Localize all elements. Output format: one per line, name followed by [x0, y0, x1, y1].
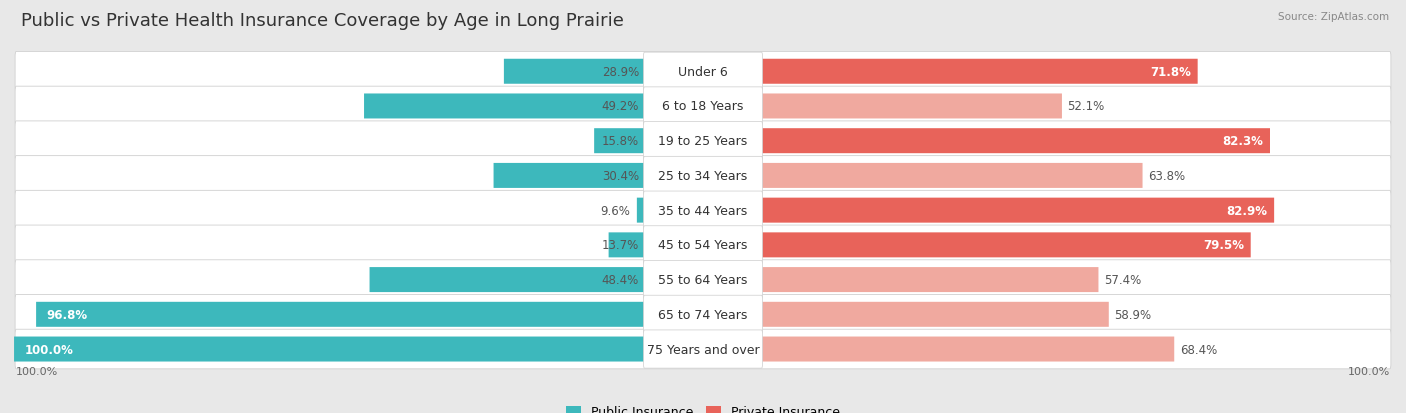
- Text: Under 6: Under 6: [678, 66, 728, 78]
- FancyBboxPatch shape: [703, 164, 1143, 188]
- FancyBboxPatch shape: [15, 295, 1391, 334]
- Text: 68.4%: 68.4%: [1180, 343, 1218, 356]
- FancyBboxPatch shape: [503, 59, 703, 85]
- FancyBboxPatch shape: [703, 233, 1251, 258]
- FancyBboxPatch shape: [703, 337, 1174, 362]
- Text: 82.3%: 82.3%: [1222, 135, 1263, 148]
- Text: 82.9%: 82.9%: [1226, 204, 1267, 217]
- FancyBboxPatch shape: [609, 233, 703, 258]
- FancyBboxPatch shape: [644, 122, 762, 160]
- Text: 96.8%: 96.8%: [46, 308, 87, 321]
- Text: 71.8%: 71.8%: [1150, 66, 1191, 78]
- FancyBboxPatch shape: [644, 295, 762, 334]
- Text: Source: ZipAtlas.com: Source: ZipAtlas.com: [1278, 12, 1389, 22]
- FancyBboxPatch shape: [494, 164, 703, 188]
- FancyBboxPatch shape: [15, 87, 1391, 126]
- Text: 100.0%: 100.0%: [1347, 366, 1391, 376]
- Text: 35 to 44 Years: 35 to 44 Years: [658, 204, 748, 217]
- Text: 49.2%: 49.2%: [602, 100, 638, 113]
- Text: Public vs Private Health Insurance Coverage by Age in Long Prairie: Public vs Private Health Insurance Cover…: [21, 12, 624, 30]
- FancyBboxPatch shape: [703, 59, 1198, 85]
- FancyBboxPatch shape: [644, 192, 762, 230]
- FancyBboxPatch shape: [644, 53, 762, 91]
- Text: 9.6%: 9.6%: [600, 204, 630, 217]
- FancyBboxPatch shape: [15, 225, 1391, 265]
- Text: 55 to 64 Years: 55 to 64 Years: [658, 273, 748, 286]
- FancyBboxPatch shape: [37, 302, 703, 327]
- Text: 25 to 34 Years: 25 to 34 Years: [658, 169, 748, 183]
- Text: 45 to 54 Years: 45 to 54 Years: [658, 239, 748, 252]
- Text: 57.4%: 57.4%: [1104, 273, 1142, 286]
- FancyBboxPatch shape: [15, 156, 1391, 196]
- Text: 19 to 25 Years: 19 to 25 Years: [658, 135, 748, 148]
- Text: 13.7%: 13.7%: [602, 239, 638, 252]
- FancyBboxPatch shape: [644, 330, 762, 368]
- FancyBboxPatch shape: [15, 52, 1391, 92]
- FancyBboxPatch shape: [595, 129, 703, 154]
- Text: 100.0%: 100.0%: [15, 366, 59, 376]
- FancyBboxPatch shape: [644, 226, 762, 264]
- FancyBboxPatch shape: [703, 302, 1109, 327]
- FancyBboxPatch shape: [703, 129, 1270, 154]
- FancyBboxPatch shape: [364, 94, 703, 119]
- Text: 6 to 18 Years: 6 to 18 Years: [662, 100, 744, 113]
- FancyBboxPatch shape: [637, 198, 703, 223]
- Text: 79.5%: 79.5%: [1202, 239, 1244, 252]
- Text: 30.4%: 30.4%: [602, 169, 638, 183]
- Text: 100.0%: 100.0%: [24, 343, 73, 356]
- Text: 28.9%: 28.9%: [602, 66, 638, 78]
- FancyBboxPatch shape: [703, 198, 1274, 223]
- Text: 75 Years and over: 75 Years and over: [647, 343, 759, 356]
- Text: 15.8%: 15.8%: [602, 135, 638, 148]
- FancyBboxPatch shape: [15, 260, 1391, 300]
- FancyBboxPatch shape: [15, 191, 1391, 230]
- FancyBboxPatch shape: [644, 88, 762, 126]
- Text: 65 to 74 Years: 65 to 74 Years: [658, 308, 748, 321]
- Text: 48.4%: 48.4%: [602, 273, 638, 286]
- Legend: Public Insurance, Private Insurance: Public Insurance, Private Insurance: [561, 401, 845, 413]
- FancyBboxPatch shape: [15, 330, 1391, 369]
- FancyBboxPatch shape: [14, 337, 703, 362]
- Text: 52.1%: 52.1%: [1067, 100, 1105, 113]
- FancyBboxPatch shape: [703, 268, 1098, 292]
- FancyBboxPatch shape: [644, 157, 762, 195]
- FancyBboxPatch shape: [370, 268, 703, 292]
- Text: 63.8%: 63.8%: [1149, 169, 1185, 183]
- FancyBboxPatch shape: [703, 94, 1062, 119]
- FancyBboxPatch shape: [15, 121, 1391, 161]
- Text: 58.9%: 58.9%: [1115, 308, 1152, 321]
- FancyBboxPatch shape: [644, 261, 762, 299]
